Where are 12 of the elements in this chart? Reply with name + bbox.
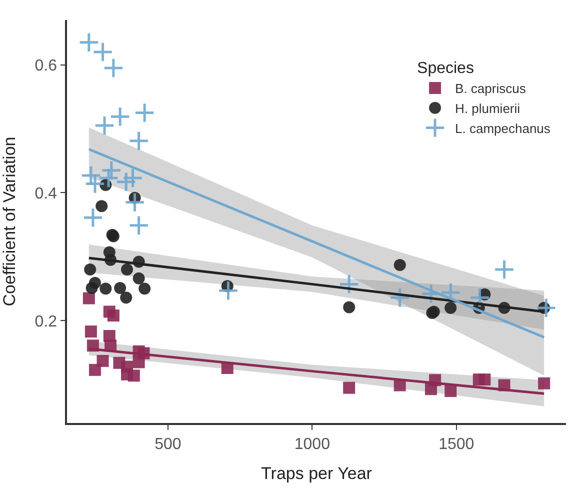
legend-label: B. capriscus [455,81,526,96]
x-tick-label: 500 [154,436,182,453]
legend-label: H. plumierii [455,100,520,116]
y-tick-label: 0.6 [34,57,58,74]
x-tick-label: 1000 [294,436,330,453]
x-axis-title: Traps per Year [261,464,372,483]
legend-label: L. campechanus [455,120,551,136]
y-axis-title: Coefficient of Variation [0,136,19,306]
y-tick-label: 0.2 [34,313,58,330]
x-tick-label: 1500 [438,436,474,453]
legend-title: Species [417,60,474,78]
y-tick-label: 0.4 [34,185,58,202]
